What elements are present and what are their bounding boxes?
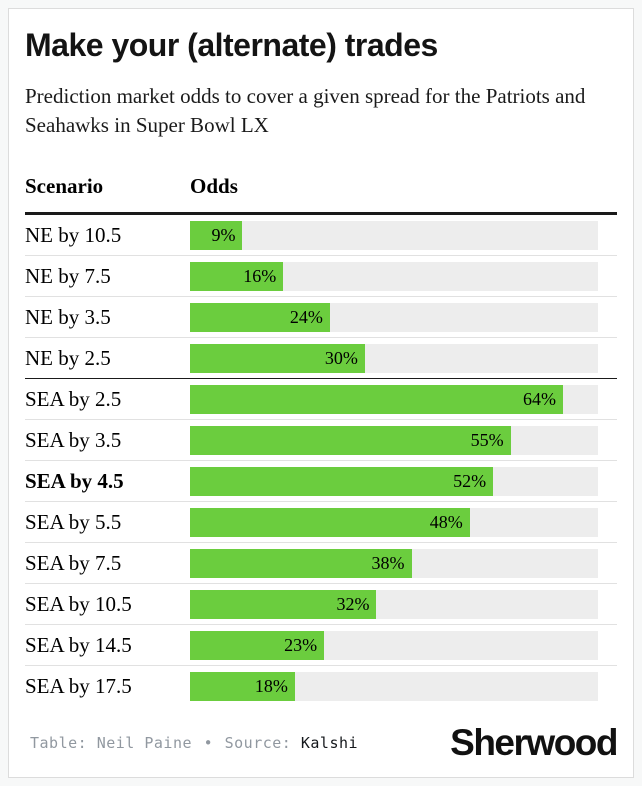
odds-bar: 30%: [190, 343, 365, 373]
source-credit-value: Kalshi: [300, 733, 359, 752]
chart-subtitle: Prediction market odds to cover a given …: [25, 83, 586, 138]
scenario-label: NE by 10.5: [25, 222, 122, 247]
odds-bar: 48%: [190, 507, 470, 537]
column-header-odds: Odds: [190, 174, 238, 199]
table-row: NE by 3.5 24%: [25, 297, 617, 339]
source-credit-label: Source:: [224, 733, 292, 752]
odds-bar: 24%: [190, 302, 330, 332]
credits-line: Table: Neil Paine • Source: Kalshi: [25, 734, 358, 752]
table-row: NE by 2.5 30%: [25, 338, 617, 380]
scenario-label: SEA by 7.5: [25, 550, 122, 575]
table-row: SEA by 4.5 52%: [25, 461, 617, 503]
table-row: SEA by 7.5 38%: [25, 543, 617, 585]
odds-bar-track: 32%: [190, 589, 598, 619]
odds-bar-track: 38%: [190, 548, 598, 578]
scenario-label: SEA by 2.5: [25, 386, 122, 411]
odds-bar-track: 52%: [190, 466, 598, 496]
scenario-label: NE by 3.5: [25, 304, 111, 329]
odds-value-label: 64%: [523, 388, 557, 409]
scenario-label: SEA by 10.5: [25, 591, 132, 616]
odds-bar: 38%: [190, 548, 412, 578]
odds-bar-track: 24%: [190, 302, 598, 332]
column-headers: Scenario Odds: [25, 174, 617, 216]
scenario-label: NE by 7.5: [25, 263, 111, 288]
table-credit-value: Neil Paine: [96, 733, 193, 752]
odds-value-label: 23%: [284, 634, 318, 655]
table-row: SEA by 17.5 18%: [25, 666, 617, 707]
odds-bar: 18%: [190, 672, 295, 702]
table-credit-label: Table:: [30, 733, 88, 752]
odds-bar: 52%: [190, 466, 494, 496]
odds-value-label: 48%: [429, 511, 463, 532]
odds-value-label: 16%: [243, 265, 277, 286]
table-body: NE by 10.5 9% NE by 7.5 16% NE by 3.5 24% NE b…: [25, 215, 617, 707]
odds-bar: 55%: [190, 425, 511, 455]
odds-bar-track: 16%: [190, 261, 598, 291]
chart-title: Make your (alternate) trades: [25, 27, 438, 63]
odds-value-label: 38%: [371, 552, 405, 573]
odds-bar: 9%: [190, 220, 243, 250]
odds-value-label: 18%: [254, 676, 288, 697]
column-header-scenario: Scenario: [25, 174, 104, 199]
odds-value-label: 52%: [453, 470, 487, 491]
odds-bar-track: 23%: [190, 630, 598, 660]
chart-footer: Table: Neil Paine • Source: Kalshi Sherw…: [25, 722, 618, 765]
odds-bar-track: 18%: [190, 672, 598, 702]
chart-card: Make your (alternate) trades Prediction …: [8, 8, 634, 778]
odds-bar-track: 30%: [190, 343, 598, 373]
odds-value-label: 24%: [289, 306, 323, 327]
table-row: SEA by 2.5 64%: [25, 379, 617, 421]
sherwood-logo[interactable]: Sherwood: [450, 722, 618, 763]
odds-bar-track: 48%: [190, 507, 598, 537]
scenario-label: SEA by 17.5: [25, 674, 132, 699]
odds-bar-track: 64%: [190, 384, 598, 414]
odds-bar: 32%: [190, 589, 377, 619]
odds-value-label: 30%: [324, 347, 358, 368]
scenario-label: SEA by 4.5: [25, 468, 124, 493]
table-row: SEA by 14.5 23%: [25, 625, 617, 667]
table-row: SEA by 3.5 55%: [25, 420, 617, 462]
table-row: NE by 10.5 9%: [25, 215, 617, 257]
odds-bar-track: 9%: [190, 220, 598, 250]
odds-bar: 64%: [190, 384, 564, 414]
scenario-label: NE by 2.5: [25, 345, 111, 370]
scenario-label: SEA by 14.5: [25, 632, 132, 657]
credit-separator: •: [203, 733, 214, 752]
odds-bar-track: 55%: [190, 425, 598, 455]
odds-value-label: 55%: [470, 429, 504, 450]
scenario-label: SEA by 5.5: [25, 509, 122, 534]
table-row: SEA by 10.5 32%: [25, 584, 617, 626]
table-row: NE by 7.5 16%: [25, 256, 617, 298]
scenario-label: SEA by 3.5: [25, 427, 122, 452]
odds-bar: 23%: [190, 630, 325, 660]
odds-bar: 16%: [190, 261, 284, 291]
odds-value-label: 9%: [211, 224, 236, 245]
table-row: SEA by 5.5 48%: [25, 502, 617, 544]
odds-value-label: 32%: [336, 593, 370, 614]
